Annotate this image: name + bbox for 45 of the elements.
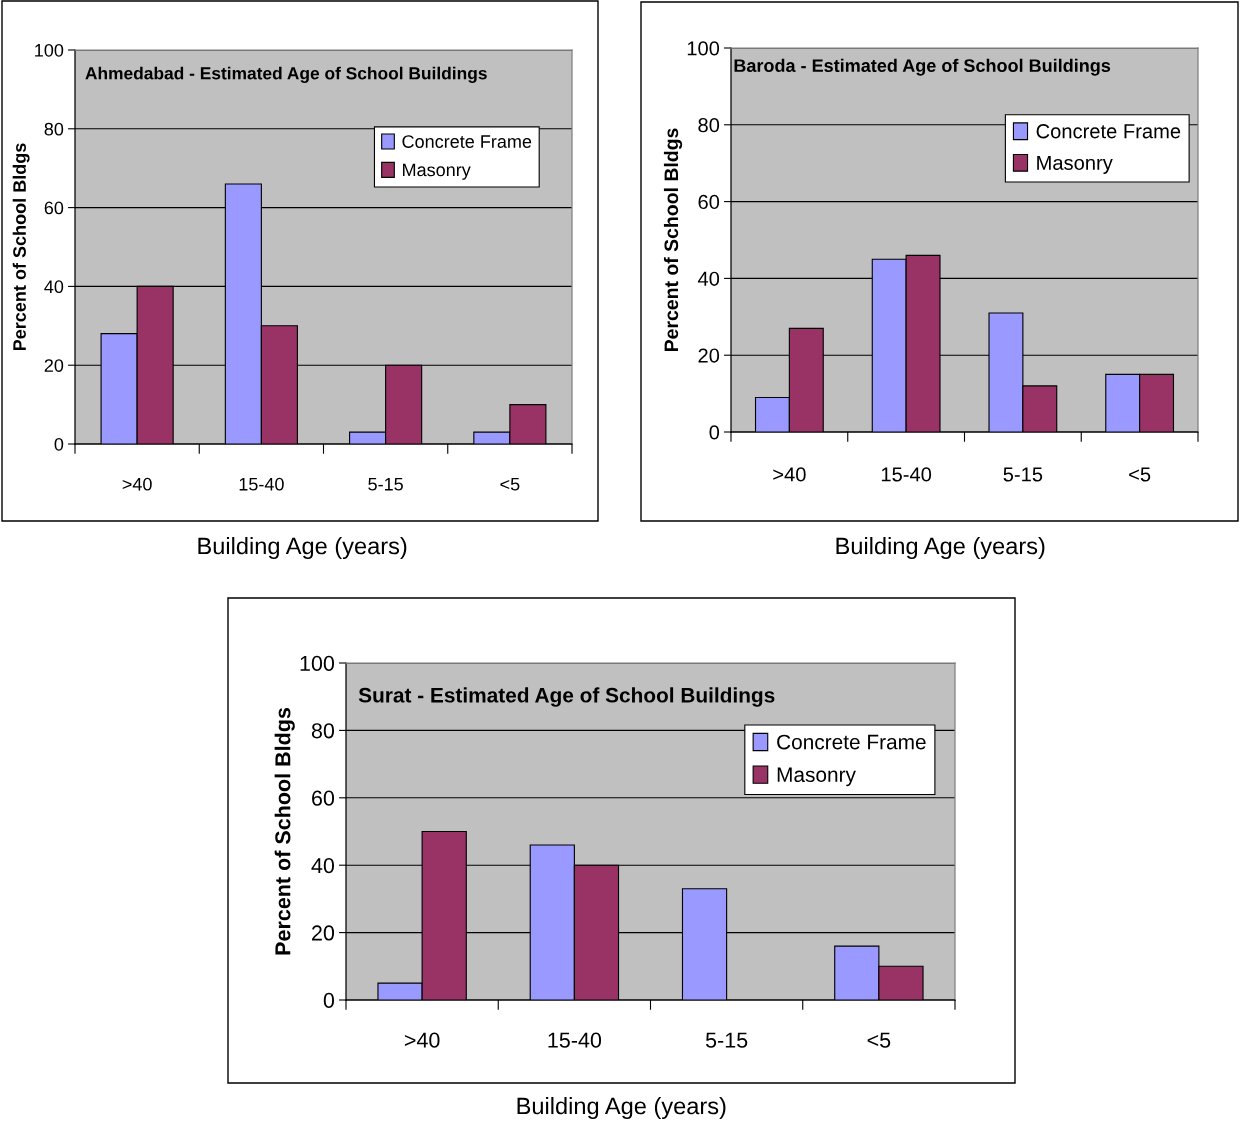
legend-label: Masonry xyxy=(1037,155,1113,174)
legend-label: Concrete Frame xyxy=(777,734,926,750)
y-tick-label: 60 xyxy=(44,201,64,215)
x-axis-title: Building Age (years) xyxy=(836,537,1045,560)
y-tick-label: 80 xyxy=(44,122,64,136)
x-tick-label: <5 xyxy=(867,1032,891,1048)
y-tick-label: 20 xyxy=(698,348,720,363)
y-axis-title: Percent of School Bldgs xyxy=(274,707,295,955)
y-tick-label: 20 xyxy=(312,925,335,941)
x-tick-label: >40 xyxy=(122,477,152,491)
y-tick-label: 0 xyxy=(323,992,335,1009)
x-tick-label: 15-40 xyxy=(548,1032,602,1048)
y-tick-label: 40 xyxy=(44,280,64,294)
y-tick-label: 80 xyxy=(698,118,720,133)
x-tick-label: <5 xyxy=(500,478,520,491)
x-tick-label: >40 xyxy=(404,1032,440,1048)
legend-label: Concrete Frame xyxy=(1036,124,1181,139)
legend-label: Masonry xyxy=(403,163,471,180)
y-axis-title: Percent of School Bldgs xyxy=(663,128,683,352)
x-tick-label: 5-15 xyxy=(368,478,403,491)
x-tick-label: >40 xyxy=(773,467,806,482)
text: Baroda - Estimated Age of School Buildings xyxy=(734,58,1111,76)
y-tick-label: 60 xyxy=(698,194,720,210)
y-tick-label: 60 xyxy=(312,790,335,806)
y-tick-label: 80 xyxy=(311,723,335,739)
y-tick-label: 40 xyxy=(311,857,335,874)
y-tick-label: 0 xyxy=(54,437,64,451)
y-tick-label: 100 xyxy=(300,655,335,672)
y-tick-label: 20 xyxy=(44,359,64,372)
y-tick-label: 100 xyxy=(687,41,720,56)
x-tick-label: 5-15 xyxy=(705,1032,748,1048)
y-tick-label: 0 xyxy=(709,425,720,440)
text: Surat - Estimated Age of School Buildings xyxy=(358,687,775,707)
x-tick-label: 5-15 xyxy=(1003,467,1043,482)
x-tick-label: 15-40 xyxy=(239,477,284,491)
y-tick-label: 40 xyxy=(697,271,720,286)
legend-label: Concrete Frame xyxy=(402,135,532,148)
text: Ahmedabad - Estimated Age of School Buildings xyxy=(85,66,487,83)
y-tick-label: 100 xyxy=(35,43,64,57)
x-axis-title: Building Age (years) xyxy=(198,537,407,560)
legend-label: Masonry xyxy=(777,767,856,787)
y-axis-title: Percent of School Bldgs xyxy=(12,143,30,351)
x-tick-label: <5 xyxy=(1129,467,1151,482)
x-axis-title: Building Age (years) xyxy=(517,1097,726,1120)
x-tick-label: 15-40 xyxy=(881,467,932,482)
